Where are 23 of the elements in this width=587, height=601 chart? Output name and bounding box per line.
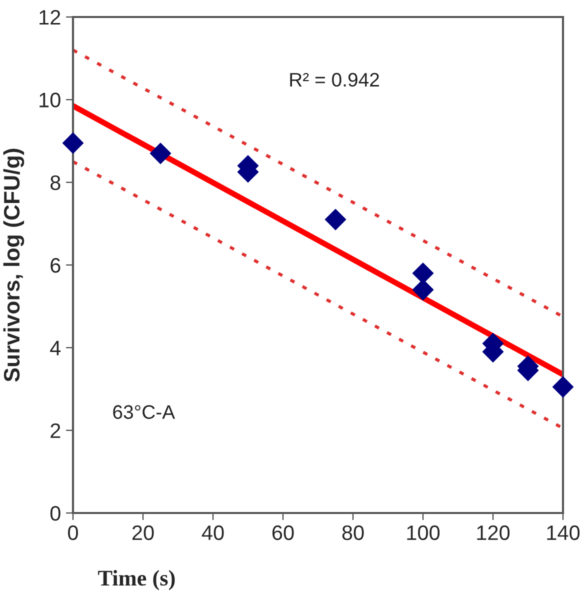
x-tick-label: 120 xyxy=(477,525,510,540)
y-tick-label: 12 xyxy=(40,10,60,25)
x-tick-label: 100 xyxy=(407,525,440,540)
point xyxy=(62,132,84,154)
point xyxy=(552,376,574,398)
y-tick-label: 6 xyxy=(50,258,60,273)
y-tick-label: 10 xyxy=(40,92,60,108)
point xyxy=(150,142,172,164)
annotation: 63°C-A xyxy=(113,405,176,419)
y-tick-label: 0 xyxy=(50,506,60,521)
y-tick-label: 4 xyxy=(50,340,61,356)
y-tick-label: 2 xyxy=(50,423,60,438)
x-tick-label: 20 xyxy=(132,525,154,540)
point xyxy=(324,208,346,230)
x-tick-label: 40 xyxy=(202,525,224,540)
x-tick-label: 0 xyxy=(68,525,78,540)
x-tick-label: 140 xyxy=(547,525,580,540)
y-tick-label: 8 xyxy=(50,175,60,190)
x-axis-title: Time (s) xyxy=(98,570,175,590)
y-axis-title: Survivors, log (CFU/g) xyxy=(3,148,24,382)
x-tick-label: 80 xyxy=(342,525,364,540)
x-tick-label: 60 xyxy=(272,525,294,540)
annotation: R² = 0.942 xyxy=(290,72,379,87)
